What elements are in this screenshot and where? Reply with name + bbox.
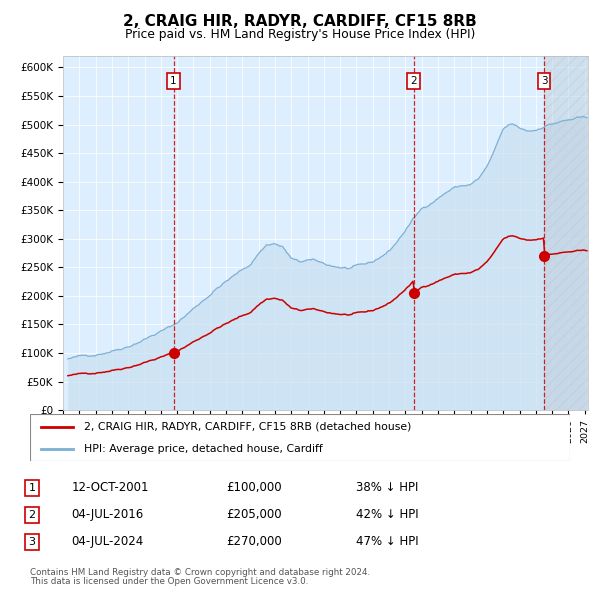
Bar bbox=[544, 56, 588, 410]
Text: 38% ↓ HPI: 38% ↓ HPI bbox=[356, 481, 419, 494]
Text: This data is licensed under the Open Government Licence v3.0.: This data is licensed under the Open Gov… bbox=[30, 577, 308, 586]
Text: 04-JUL-2024: 04-JUL-2024 bbox=[71, 535, 144, 548]
Text: 2, CRAIG HIR, RADYR, CARDIFF, CF15 8RB (detached house): 2, CRAIG HIR, RADYR, CARDIFF, CF15 8RB (… bbox=[84, 422, 412, 432]
Text: 2, CRAIG HIR, RADYR, CARDIFF, CF15 8RB: 2, CRAIG HIR, RADYR, CARDIFF, CF15 8RB bbox=[123, 14, 477, 30]
Text: 1: 1 bbox=[170, 76, 177, 86]
Text: HPI: Average price, detached house, Cardiff: HPI: Average price, detached house, Card… bbox=[84, 444, 323, 454]
FancyBboxPatch shape bbox=[30, 414, 570, 461]
Text: £100,000: £100,000 bbox=[227, 481, 283, 494]
Text: 2: 2 bbox=[410, 76, 417, 86]
Text: £270,000: £270,000 bbox=[227, 535, 283, 548]
Text: 3: 3 bbox=[541, 76, 547, 86]
Text: 3: 3 bbox=[29, 537, 35, 547]
Text: Contains HM Land Registry data © Crown copyright and database right 2024.: Contains HM Land Registry data © Crown c… bbox=[30, 568, 370, 577]
Text: Price paid vs. HM Land Registry's House Price Index (HPI): Price paid vs. HM Land Registry's House … bbox=[125, 28, 475, 41]
Text: 12-OCT-2001: 12-OCT-2001 bbox=[71, 481, 149, 494]
Text: £205,000: £205,000 bbox=[227, 508, 283, 521]
Text: 04-JUL-2016: 04-JUL-2016 bbox=[71, 508, 144, 521]
Text: 1: 1 bbox=[29, 483, 35, 493]
Text: 42% ↓ HPI: 42% ↓ HPI bbox=[356, 508, 419, 521]
Text: 47% ↓ HPI: 47% ↓ HPI bbox=[356, 535, 419, 548]
Bar bbox=[544, 56, 588, 410]
Text: 2: 2 bbox=[29, 510, 35, 520]
